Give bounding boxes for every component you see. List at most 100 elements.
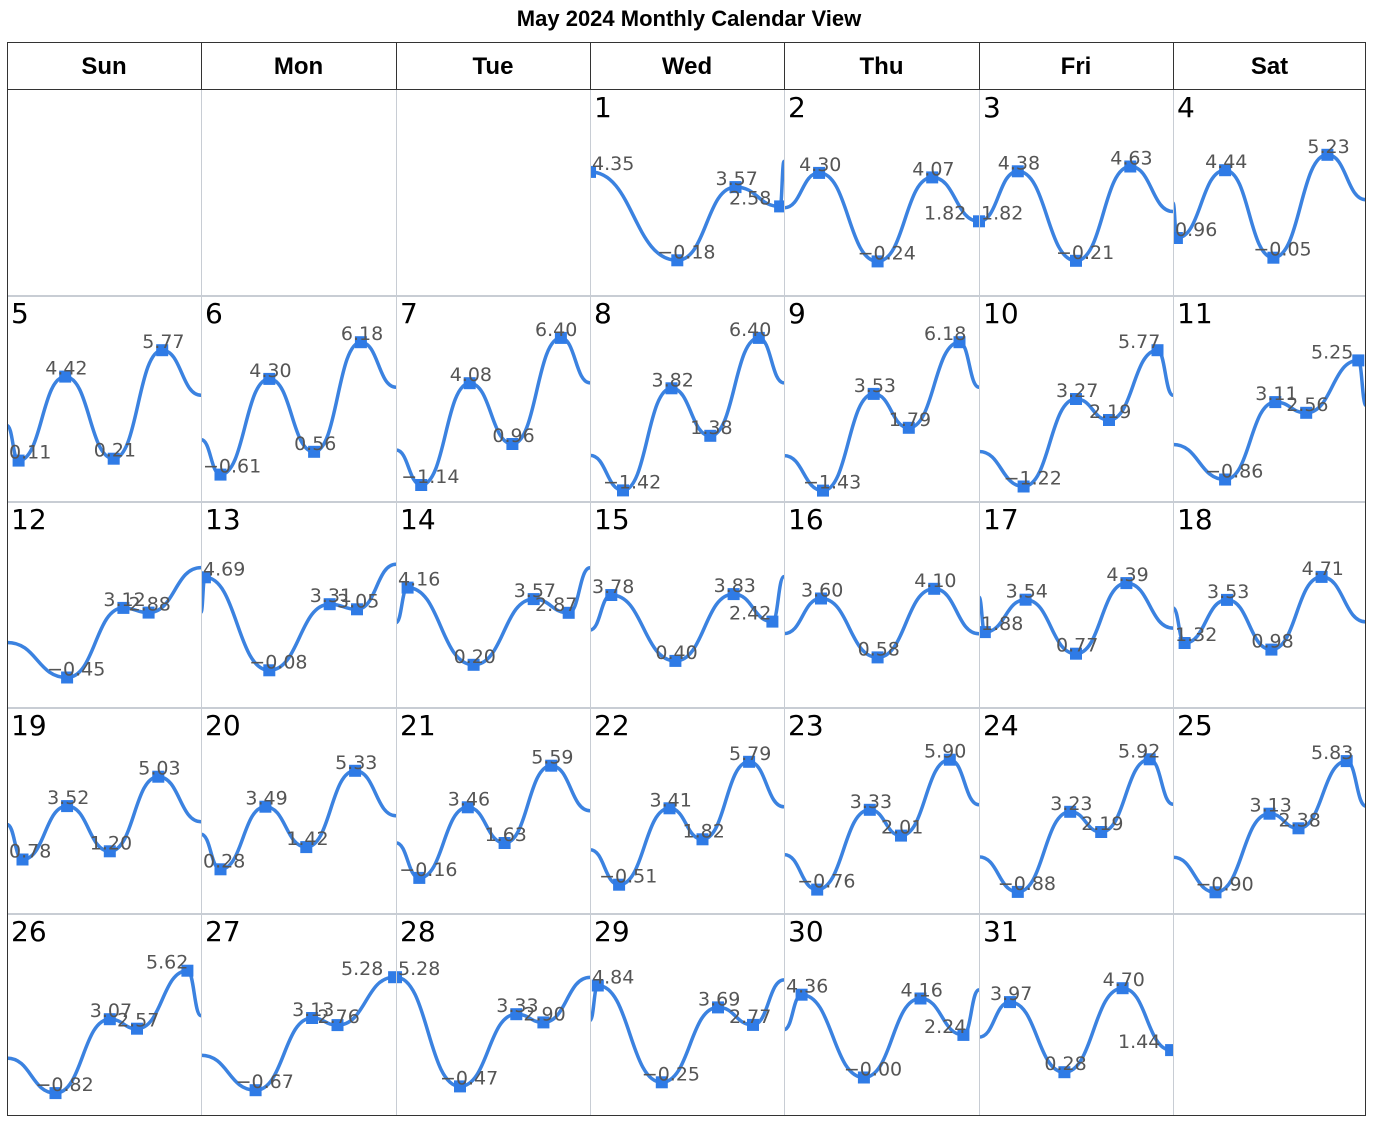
data-point-label: 4.16 xyxy=(901,980,943,1002)
data-point-label: 1.20 xyxy=(90,832,132,854)
data-point-label: 4.63 xyxy=(1110,148,1152,170)
day-number: 28 xyxy=(400,915,436,948)
data-point-label: 3.53 xyxy=(1207,581,1249,603)
day-number: 19 xyxy=(11,709,47,742)
weekday-header-mon: Mon xyxy=(273,53,324,80)
day-number: 2 xyxy=(788,91,806,124)
data-point-marker xyxy=(103,845,116,858)
data-point-marker xyxy=(1004,996,1016,1009)
data-point-label: 5.77 xyxy=(1118,331,1160,353)
data-point-marker xyxy=(953,336,966,349)
data-point-marker xyxy=(537,1016,550,1029)
data-point-marker xyxy=(613,878,626,891)
data-point-label: 2.57 xyxy=(117,1010,159,1032)
day-number: 20 xyxy=(205,709,241,742)
data-point-label: 5.23 xyxy=(1307,136,1349,158)
data-point-label: −0.47 xyxy=(440,1067,498,1089)
data-point-label: 3.57 xyxy=(514,580,556,602)
data-point-label: 3.53 xyxy=(854,375,896,397)
day-cell-21: 21 −0.16 3.46 1.63 5.59 xyxy=(396,708,590,914)
data-point-marker xyxy=(1070,647,1082,660)
data-point-marker xyxy=(671,254,684,267)
day-number: 4 xyxy=(1177,91,1195,124)
data-point-marker xyxy=(1178,637,1191,649)
data-point-marker xyxy=(49,1087,62,1100)
data-point-marker xyxy=(1064,805,1077,818)
data-point-marker xyxy=(323,598,336,611)
data-point-label: 5.83 xyxy=(1311,742,1353,764)
data-point-marker xyxy=(506,438,519,450)
day-cell-26: 26 −0.82 3.07 2.57 5.62 xyxy=(7,914,201,1116)
day-cell-2: 2 4.30 −0.24 4.07 1.82 xyxy=(784,90,979,296)
day-curve-chart: 4.30 −0.24 4.07 1.82 xyxy=(784,154,979,268)
data-point-label: 4.08 xyxy=(450,364,492,386)
day-number: 8 xyxy=(594,297,612,330)
day-number: 5 xyxy=(11,297,29,330)
day-cell-4: 4 0.96 4.44 −0.05 5.23 xyxy=(1173,90,1366,296)
day-curve-chart: 1.88 3.54 0.77 4.39 xyxy=(979,564,1173,660)
data-point-label: 3.33 xyxy=(850,791,892,813)
data-point-marker xyxy=(498,837,511,849)
data-point-marker xyxy=(1070,254,1082,267)
data-point-marker xyxy=(1095,826,1108,838)
data-point-marker xyxy=(1221,593,1233,606)
data-point-label: −0.90 xyxy=(1196,873,1254,895)
grid-column-divider xyxy=(396,90,397,1116)
data-point-marker xyxy=(973,215,979,228)
day-number: 27 xyxy=(205,915,241,948)
data-point-marker xyxy=(1321,148,1334,161)
data-point-marker xyxy=(895,829,907,842)
data-point-label: 3.60 xyxy=(801,580,843,602)
weekday-header-sun: Sun xyxy=(81,53,127,80)
data-point-marker xyxy=(655,1076,668,1089)
day-number: 24 xyxy=(983,709,1019,742)
grid-column-divider xyxy=(1173,90,1174,1116)
weekday-header-thu: Thu xyxy=(859,53,904,80)
day-cell-6: 6 −0.61 4.30 0.56 6.18 xyxy=(201,296,396,502)
data-point-marker xyxy=(1124,160,1137,173)
data-point-marker xyxy=(308,445,321,458)
data-point-label: −0.51 xyxy=(599,866,657,888)
data-point-label: 0.28 xyxy=(203,850,245,872)
data-point-label: 0.77 xyxy=(1056,635,1098,657)
day-curve-chart: −0.61 4.30 0.56 6.18 xyxy=(201,323,396,481)
data-point-label: 4.36 xyxy=(786,976,828,998)
data-point-marker xyxy=(142,606,155,619)
data-point-label: 5.28 xyxy=(341,958,383,980)
data-point-marker xyxy=(1173,232,1183,244)
day-number: 14 xyxy=(400,503,436,536)
day-curve-chart: −0.76 3.33 2.01 5.90 xyxy=(784,741,979,896)
data-point-label: 1.82 xyxy=(683,820,725,842)
day-cell-1: 1 4.35 −0.18 3.57 2.58 xyxy=(590,90,784,296)
empty-day-cell xyxy=(1173,914,1366,1116)
day-number: 25 xyxy=(1177,709,1213,742)
weekday-header-sat: Sat xyxy=(1250,53,1289,80)
data-point-label: −0.00 xyxy=(844,1059,902,1081)
day-curve-chart: 3.97 0.28 4.70 1.44 xyxy=(979,969,1173,1079)
data-point-label: −0.76 xyxy=(797,871,855,893)
series-line xyxy=(396,336,590,487)
day-number: 11 xyxy=(1177,297,1213,330)
day-cell-25: 25 −0.90 3.13 2.38 5.83 xyxy=(1173,708,1366,914)
series-line xyxy=(590,336,784,493)
data-point-label: −0.24 xyxy=(858,242,916,264)
data-point-label: 3.23 xyxy=(1050,793,1092,815)
data-point-label: 1.82 xyxy=(924,202,966,224)
data-point-marker xyxy=(214,863,227,876)
data-point-marker xyxy=(16,853,29,866)
data-point-label: 1.38 xyxy=(690,417,732,439)
data-point-label: 2.24 xyxy=(924,1016,966,1038)
day-number: 13 xyxy=(205,503,241,536)
day-curve-chart: 5.28 −0.47 3.332.90 xyxy=(396,958,590,1093)
data-point-marker xyxy=(752,331,765,344)
day-number: 7 xyxy=(400,297,418,330)
day-cell-29: 29 4.84 −0.25 3.69 2.77 xyxy=(590,914,784,1116)
data-point-label: 5.62 xyxy=(146,952,188,974)
data-point-marker xyxy=(413,871,426,884)
data-point-marker xyxy=(300,841,313,854)
data-point-label: 5.59 xyxy=(531,747,573,769)
data-point-label: 3.83 xyxy=(714,575,756,597)
day-cell-3: 3 4.38 −0.21 4.63 1.82 xyxy=(979,90,1173,296)
data-point-marker xyxy=(871,255,884,268)
data-point-label: 0.21 xyxy=(94,440,136,462)
